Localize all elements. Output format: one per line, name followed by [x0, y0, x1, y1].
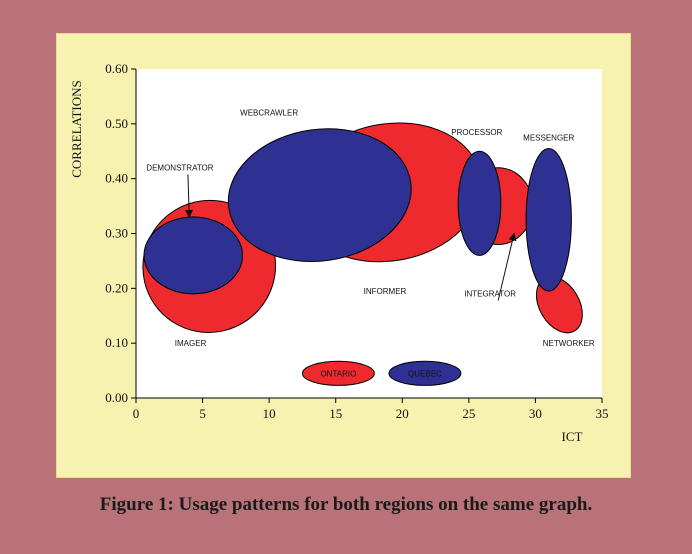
annotation-label: INTEGRATOR: [464, 290, 516, 299]
y-tick-label: 0.30: [105, 226, 128, 241]
y-tick-label: 0.10: [105, 335, 128, 350]
x-tick-label: 10: [263, 406, 276, 421]
y-tick-label: 0.00: [105, 390, 128, 405]
annotation-label: IMAGER: [175, 339, 207, 348]
x-tick-label: 0: [133, 406, 140, 421]
quebec-region-3: [525, 148, 572, 292]
y-axis-label: CORRELATIONS: [69, 80, 84, 178]
legend-label: ONTARIO: [320, 369, 356, 378]
annotation-arrow: [185, 174, 194, 219]
x-tick-label: 20: [396, 406, 409, 421]
y-tick-label: 0.50: [105, 116, 128, 131]
legend-label: QUEBEC: [408, 369, 442, 378]
x-tick-label: 5: [199, 406, 206, 421]
y-tick-label: 0.60: [105, 61, 128, 76]
annotation-label: WEBCRAWLER: [240, 109, 298, 118]
annotation-label: NETWORKER: [543, 339, 595, 348]
x-axis-label: ICT: [562, 429, 583, 444]
quebec-region-0: [143, 216, 244, 295]
x-tick-label: 30: [529, 406, 542, 421]
legend-marker-ontario: [301, 360, 375, 386]
x-tick-label: 15: [329, 406, 342, 421]
chart: WEBCRAWLER PROCESSOR MESSENGER DEMONSTRATOR…: [69, 61, 609, 444]
annotation-arrow: [497, 232, 517, 301]
annotation-label: MESSENGER: [523, 133, 574, 142]
quebec-region-1: [227, 128, 412, 263]
annotation-label: DEMONSTRATOR: [146, 163, 213, 172]
quebec-region-2: [457, 150, 502, 256]
x-tick-label: 25: [462, 406, 475, 421]
chart-frame: WEBCRAWLER PROCESSOR MESSENGER DEMONSTRATOR…: [56, 33, 631, 478]
annotation-label: PROCESSOR: [451, 128, 502, 137]
annotation-label: INFORMER: [364, 287, 407, 296]
y-tick-label: 0.40: [105, 171, 128, 186]
y-tick-label: 0.20: [105, 280, 128, 295]
x-tick-label: 35: [596, 406, 609, 421]
figure-caption: Figure 1: Usage patterns for both region…: [99, 494, 593, 515]
legend-marker-quebec: [388, 360, 462, 386]
